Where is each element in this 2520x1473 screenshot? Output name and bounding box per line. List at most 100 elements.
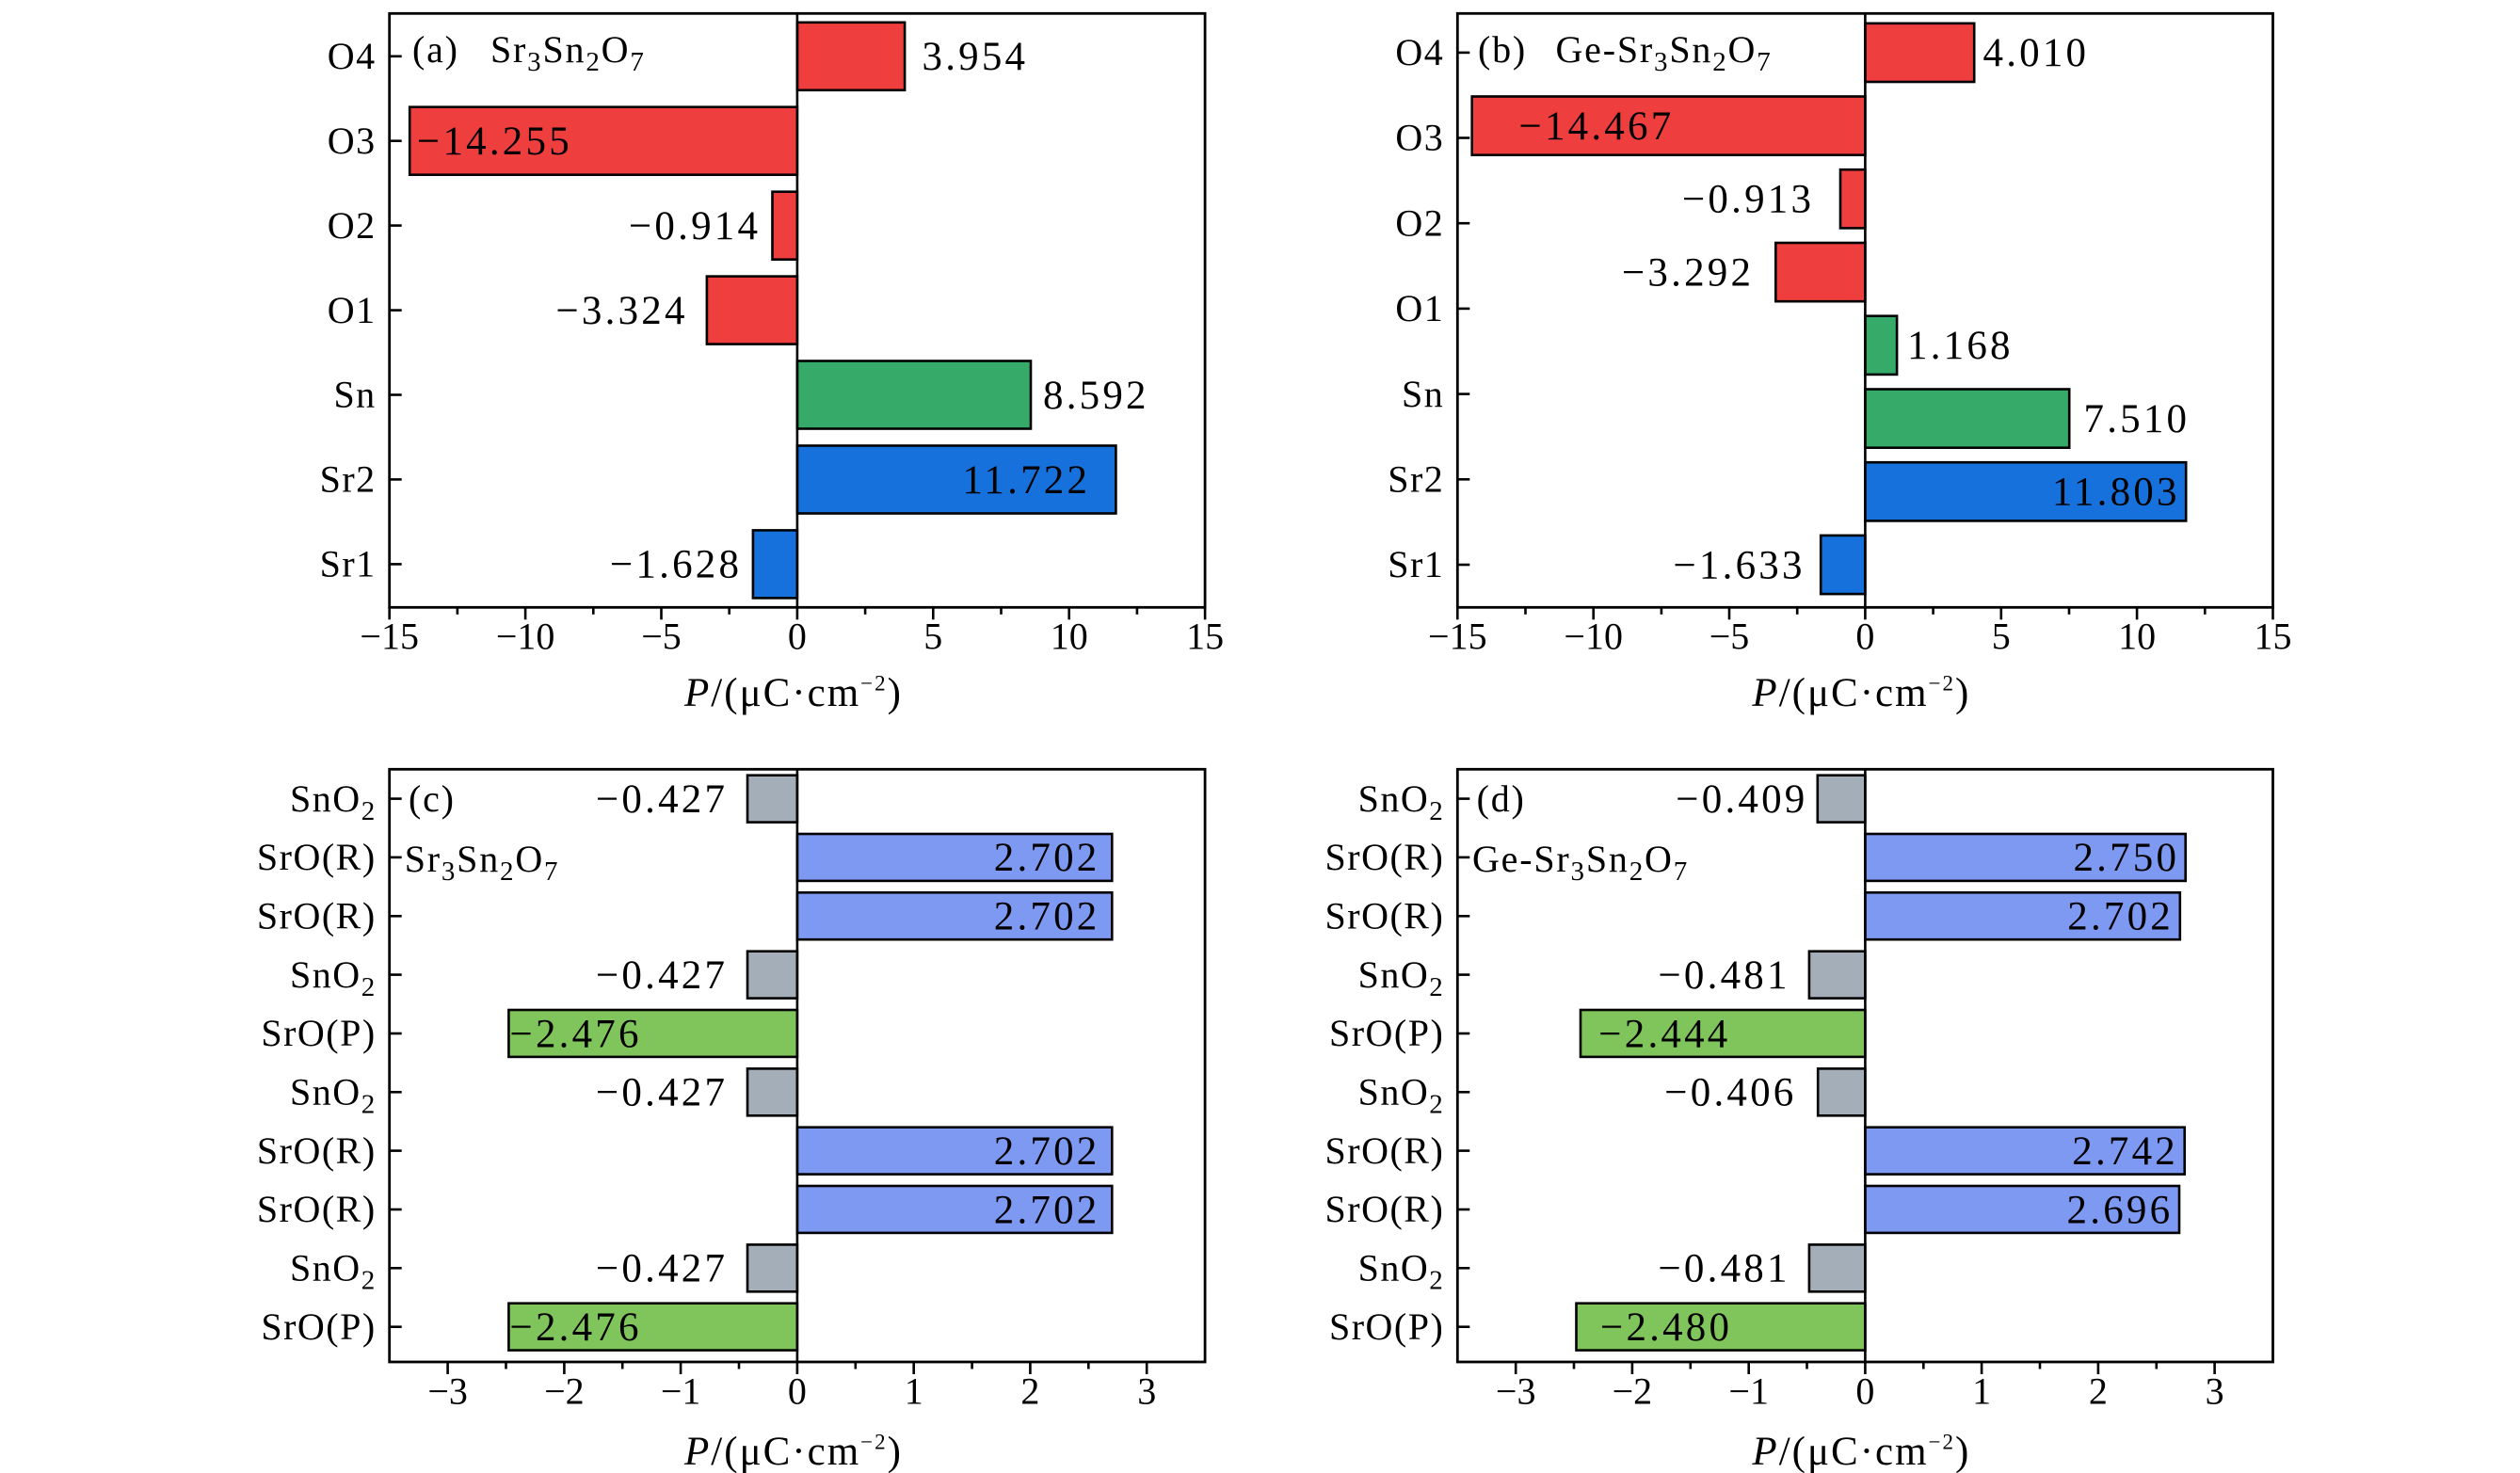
svg-text:−3: −3 [1496, 1370, 1536, 1413]
svg-text:Sr1: Sr1 [1388, 543, 1444, 585]
svg-text:−1.628: −1.628 [610, 543, 742, 587]
svg-text:10: 10 [1051, 616, 1088, 658]
svg-text:Sr2: Sr2 [1388, 458, 1444, 501]
svg-text:SnO2: SnO2 [1358, 777, 1445, 826]
svg-text:SnO2: SnO2 [1358, 1071, 1445, 1120]
svg-text:2: 2 [1020, 1370, 1039, 1413]
svg-text:4.010: 4.010 [1983, 31, 2090, 75]
svg-text:1.168: 1.168 [1907, 324, 2014, 368]
svg-text:−1: −1 [661, 1370, 701, 1413]
svg-text:SrO(R): SrO(R) [1325, 1188, 1445, 1230]
svg-text:2.742: 2.742 [2072, 1129, 2178, 1174]
svg-text:Sn: Sn [333, 374, 376, 416]
svg-text:Sr3Sn2O7: Sr3Sn2O7 [490, 28, 646, 77]
svg-text:−10: −10 [496, 616, 555, 658]
svg-text:2.696: 2.696 [2067, 1188, 2174, 1232]
svg-text:O2: O2 [1395, 201, 1444, 244]
svg-text:8.592: 8.592 [1043, 374, 1149, 418]
svg-text:SrO(R): SrO(R) [257, 1188, 377, 1230]
svg-text:0: 0 [1855, 616, 1874, 658]
svg-text:Sr3Sn2O7: Sr3Sn2O7 [405, 838, 560, 887]
svg-text:−14.467: −14.467 [1519, 104, 1675, 149]
svg-text:SrO(R): SrO(R) [257, 895, 377, 937]
svg-text:−10: −10 [1564, 616, 1623, 658]
svg-text:O4: O4 [1395, 31, 1444, 73]
svg-text:3: 3 [1137, 1370, 1156, 1413]
svg-text:−0.427: −0.427 [596, 953, 728, 998]
svg-text:15: 15 [2255, 616, 2292, 658]
svg-text:O4: O4 [328, 35, 377, 77]
svg-text:2.702: 2.702 [2067, 895, 2174, 939]
svg-text:0: 0 [788, 1370, 807, 1413]
svg-text:−2.444: −2.444 [1598, 1012, 1730, 1056]
svg-text:SrO(R): SrO(R) [1325, 1129, 1445, 1172]
svg-text:−0.913: −0.913 [1682, 178, 1814, 222]
svg-text:−2: −2 [1613, 1370, 1653, 1413]
svg-text:(d): (d) [1477, 777, 1526, 820]
svg-text:−0.406: −0.406 [1664, 1071, 1796, 1115]
svg-text:O1: O1 [1395, 287, 1444, 329]
svg-text:O3: O3 [1395, 117, 1444, 159]
svg-text:−3.324: −3.324 [555, 289, 687, 333]
svg-text:−3.292: −3.292 [1622, 250, 1754, 295]
svg-text:P/(μC·cm−2): P/(μC·cm−2) [1751, 1430, 1970, 1473]
svg-text:SrO(R): SrO(R) [1325, 836, 1445, 878]
svg-text:2.702: 2.702 [994, 1129, 1100, 1174]
svg-text:−0.914: −0.914 [629, 204, 761, 248]
svg-text:−0.409: −0.409 [1676, 777, 1807, 822]
svg-text:3.954: 3.954 [923, 35, 1029, 79]
svg-text:(b): (b) [1478, 28, 1527, 71]
svg-text:SrO(P): SrO(P) [1329, 1305, 1444, 1348]
svg-text:1: 1 [1972, 1370, 1991, 1413]
svg-text:Ge-Sr3Sn2O7: Ge-Sr3Sn2O7 [1556, 28, 1773, 77]
svg-text:SrO(P): SrO(P) [261, 1012, 376, 1054]
svg-text:1: 1 [905, 1370, 923, 1413]
svg-text:O1: O1 [328, 289, 377, 331]
svg-text:SnO2: SnO2 [290, 1071, 377, 1120]
svg-text:−2: −2 [544, 1370, 585, 1413]
svg-text:0: 0 [788, 616, 807, 658]
svg-text:10: 10 [2118, 616, 2156, 658]
svg-text:−0.427: −0.427 [596, 1071, 728, 1115]
svg-text:7.510: 7.510 [2084, 397, 2191, 441]
svg-text:SrO(R): SrO(R) [1325, 895, 1445, 937]
svg-text:2: 2 [2089, 1370, 2108, 1413]
svg-text:11.722: 11.722 [962, 458, 1090, 503]
svg-text:2.702: 2.702 [994, 895, 1100, 939]
svg-text:−14.255: −14.255 [417, 120, 572, 164]
svg-text:−0.481: −0.481 [1658, 1247, 1790, 1291]
svg-text:(a): (a) [412, 28, 459, 71]
svg-text:−1.633: −1.633 [1673, 543, 1805, 587]
svg-text:15: 15 [1186, 616, 1224, 658]
svg-text:−2.476: −2.476 [510, 1305, 642, 1350]
svg-text:(c): (c) [409, 777, 456, 820]
svg-text:−1: −1 [1728, 1370, 1769, 1413]
svg-text:5: 5 [1992, 616, 2011, 658]
svg-text:P/(μC·cm−2): P/(μC·cm−2) [683, 671, 903, 715]
svg-text:SnO2: SnO2 [290, 1247, 377, 1296]
svg-text:SnO2: SnO2 [1358, 1247, 1445, 1296]
svg-text:0: 0 [1855, 1370, 1874, 1413]
svg-text:Sr1: Sr1 [320, 543, 377, 585]
svg-text:−15: −15 [1428, 616, 1487, 658]
svg-text:−2.476: −2.476 [510, 1012, 642, 1056]
svg-text:SrO(P): SrO(P) [1329, 1012, 1444, 1054]
svg-text:SnO2: SnO2 [290, 777, 377, 826]
svg-text:11.803: 11.803 [2052, 471, 2180, 515]
svg-text:2.702: 2.702 [994, 836, 1100, 880]
svg-text:SnO2: SnO2 [290, 953, 377, 1002]
svg-text:O3: O3 [328, 120, 377, 162]
svg-text:Sr2: Sr2 [320, 458, 377, 501]
svg-text:−0.481: −0.481 [1658, 953, 1790, 998]
svg-text:−5: −5 [1709, 616, 1750, 658]
svg-text:O2: O2 [328, 204, 377, 247]
svg-text:2.750: 2.750 [2073, 836, 2179, 880]
svg-text:−0.427: −0.427 [596, 777, 728, 822]
svg-text:SrO(R): SrO(R) [257, 836, 377, 878]
svg-text:2.702: 2.702 [994, 1188, 1100, 1232]
svg-text:−3: −3 [427, 1370, 468, 1413]
svg-text:−15: −15 [360, 616, 419, 658]
svg-text:−0.427: −0.427 [596, 1247, 728, 1291]
svg-text:SrO(P): SrO(P) [261, 1305, 376, 1348]
svg-text:−5: −5 [641, 616, 682, 658]
